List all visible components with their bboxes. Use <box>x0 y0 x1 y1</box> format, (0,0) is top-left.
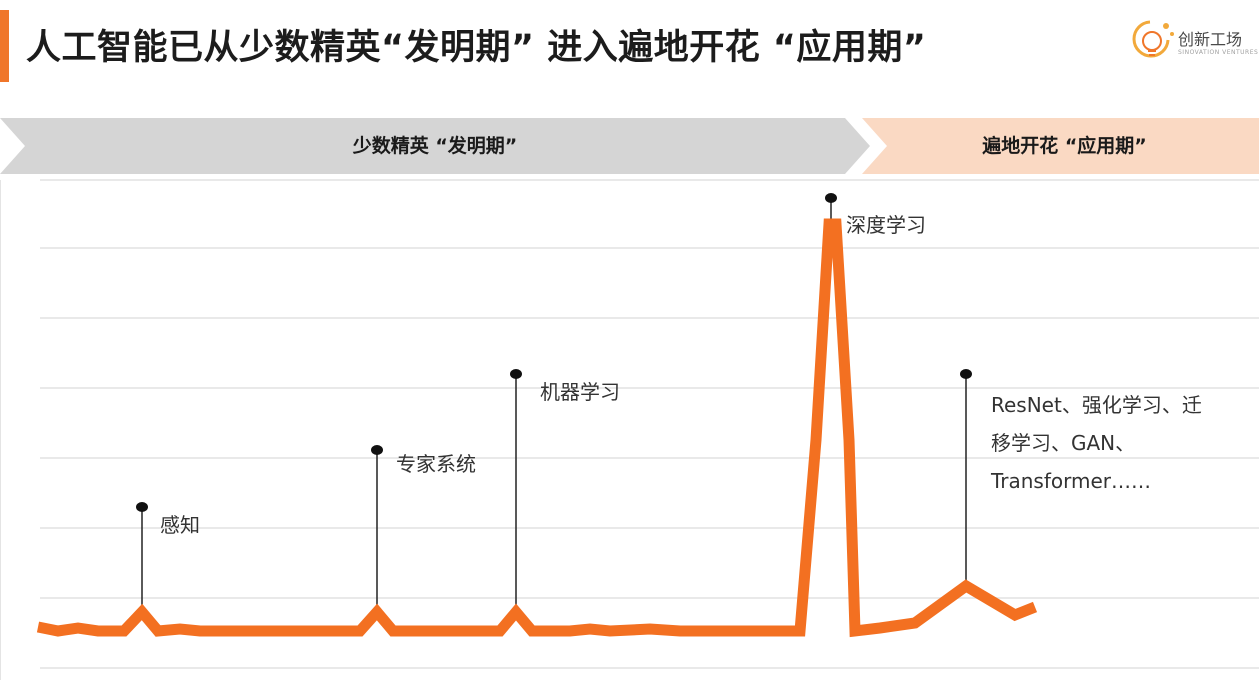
title-accent-bar <box>0 10 9 82</box>
annotation-recent-line2: 移学习、GAN、 <box>991 431 1136 455</box>
annotation-perception: 感知 <box>160 513 200 537</box>
annotation-recent-line1: ResNet、强化学习、迁 <box>991 393 1202 417</box>
pin-head-machine-learning <box>510 369 522 379</box>
pin-head-expert-systems <box>371 445 383 455</box>
pin-head-deep-learning <box>825 193 837 203</box>
left-border-line <box>0 180 1 680</box>
phase-banner-right-arrow <box>862 118 1259 174</box>
slide-title: 人工智能已从少数精英“发明期” 进入遍地开花 “应用期” <box>26 28 927 68</box>
pin-heads <box>136 193 972 512</box>
annotation-recent-methods: ResNet、强化学习、迁 移学习、GAN、 Transformer…… <box>991 386 1241 500</box>
phase-banner <box>0 118 1259 174</box>
lightbulb-icon <box>1132 20 1174 58</box>
annotation-deep-learning: 深度学习 <box>846 213 926 237</box>
pin-head-perception <box>136 502 148 512</box>
annotation-recent-line3: Transformer…… <box>991 469 1152 493</box>
annotation-machine-learning: 机器学习 <box>540 380 620 404</box>
annotation-pins <box>141 198 967 612</box>
logo-subtext: SINOVATION VENTURES <box>1178 49 1259 56</box>
ai-trend-line <box>36 218 1038 638</box>
phase-banner-left-arrow <box>0 118 870 174</box>
gridlines <box>40 179 1259 669</box>
company-logo: 创新工场 SINOVATION VENTURES <box>1128 16 1259 66</box>
phase-label-application: 遍地开花 “应用期” <box>982 135 1147 157</box>
pin-head-recent <box>960 369 972 379</box>
phase-label-invention: 少数精英 “发明期” <box>352 135 518 157</box>
annotation-expert-systems: 专家系统 <box>396 452 476 476</box>
logo-text: 创新工场 <box>1178 30 1243 49</box>
